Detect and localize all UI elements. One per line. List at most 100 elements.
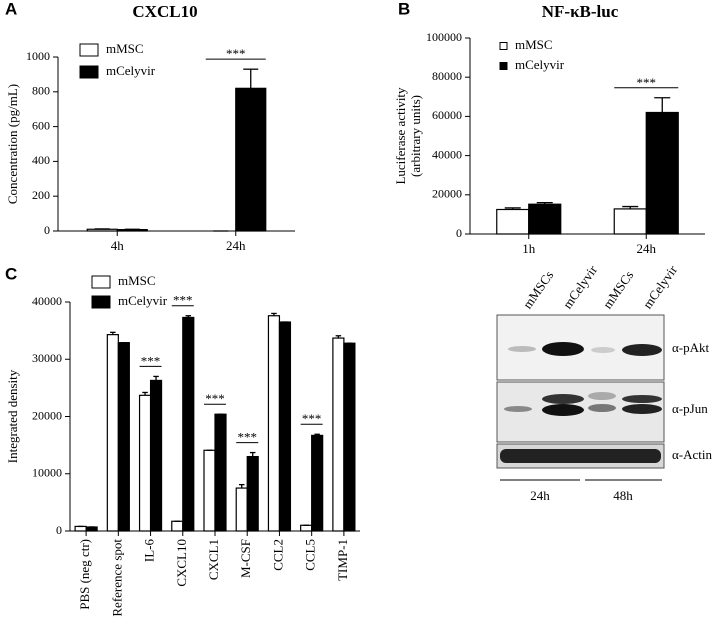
panel-letter: B	[398, 0, 410, 18]
y-tick-label: 100000	[426, 30, 462, 44]
bar	[235, 87, 267, 232]
blot-band	[588, 392, 616, 400]
y-tick-label: 20000	[432, 187, 462, 201]
blot-band	[542, 394, 584, 404]
legend-swatch	[79, 65, 99, 79]
x-tick-label: 24h	[226, 238, 246, 253]
bar	[235, 487, 248, 532]
y-tick-label: 0	[456, 226, 462, 240]
significance: ***	[205, 391, 225, 406]
y-tick-label: 80000	[432, 69, 462, 83]
y-axis-label: Integrated density	[5, 369, 20, 463]
y-tick-label: 1000	[26, 49, 50, 63]
blot-band	[622, 395, 662, 403]
y-tick-label: 60000	[432, 108, 462, 122]
legend-swatch	[91, 275, 111, 289]
y-tick-label: 600	[32, 118, 50, 132]
x-tick-label: IL-6	[142, 539, 157, 563]
panel-letter: C	[5, 264, 17, 283]
x-tick-label: CCL5	[303, 539, 318, 571]
legend-swatch	[79, 43, 99, 57]
western-blot: 24h 48h α-pAkt α-pJun α-Actin mMSCs mCel…	[496, 262, 713, 503]
y-axis-label: (arbitrary units)	[408, 95, 423, 177]
chart-title: NF-κB-luc	[542, 2, 619, 21]
y-axis-label: Concentration (pg/mL)	[5, 84, 20, 204]
bar	[117, 342, 130, 532]
legend-swatch	[91, 295, 111, 309]
blot-band	[622, 404, 662, 414]
bar	[246, 455, 259, 532]
bar	[138, 394, 152, 532]
x-tick-label: TIMP-1	[335, 539, 350, 581]
lane-label: mCelyvir	[560, 262, 601, 311]
blot-band	[622, 344, 662, 356]
bar	[171, 520, 184, 532]
x-tick-label: 1h	[522, 241, 536, 256]
lane-label: mMSCs	[600, 268, 637, 312]
legend-swatch	[499, 42, 508, 50]
bar	[278, 321, 292, 532]
bar	[613, 208, 647, 235]
bar	[106, 334, 119, 532]
legend-swatch	[499, 62, 508, 70]
band-label: α-pAkt	[672, 340, 710, 355]
lane-label: mMSCs	[520, 268, 557, 312]
bar	[267, 315, 281, 532]
x-tick-label: CCL2	[270, 539, 285, 571]
blot-band	[591, 347, 615, 353]
band-label: α-Actin	[672, 447, 713, 462]
bar	[332, 337, 345, 532]
significance: ***	[237, 430, 257, 445]
chart-title: CXCL10	[132, 2, 197, 21]
bar	[182, 316, 195, 532]
band-label: α-pJun	[672, 401, 708, 416]
lane-label: mCelyvir	[640, 262, 681, 311]
x-tick-label: Reference spot	[109, 539, 124, 617]
x-tick-label: CXCL1	[206, 539, 221, 580]
bar	[496, 208, 530, 235]
y-tick-label: 30000	[32, 351, 62, 365]
legend-label: mCelyvir	[118, 293, 168, 308]
blot-band	[508, 346, 536, 352]
y-tick-label: 10000	[32, 466, 62, 480]
bar	[300, 524, 313, 532]
bar	[203, 449, 216, 532]
y-tick-label: 0	[56, 523, 62, 537]
time-label: 24h	[530, 488, 550, 503]
y-tick-label: 200	[32, 188, 50, 202]
y-tick-label: 40000	[32, 294, 62, 308]
blot-band	[542, 404, 584, 416]
x-tick-label: PBS (neg ctr)	[77, 539, 92, 610]
y-tick-label: 40000	[432, 147, 462, 161]
significance: ***	[173, 293, 193, 308]
x-tick-label: CXCL10	[174, 539, 189, 587]
y-tick-label: 800	[32, 84, 50, 98]
bar	[74, 525, 87, 532]
legend-label: mMSC	[515, 37, 553, 52]
legend-label: mCelyvir	[106, 63, 156, 78]
legend-label: mMSC	[118, 273, 156, 288]
bar	[149, 379, 163, 532]
blot-band	[500, 449, 661, 463]
time-label: 48h	[613, 488, 633, 503]
x-tick-label: 4h	[111, 238, 125, 253]
y-tick-label: 20000	[32, 408, 62, 422]
blot-band	[588, 404, 616, 412]
bar	[645, 111, 679, 235]
legend-label: mCelyvir	[515, 57, 565, 72]
significance: ***	[141, 353, 161, 368]
blot-band	[542, 342, 584, 356]
legend-label: mMSC	[106, 41, 144, 56]
significance: ***	[637, 75, 657, 90]
bar	[214, 413, 227, 532]
y-tick-label: 0	[44, 223, 50, 237]
y-tick-label: 400	[32, 153, 50, 167]
significance: ***	[226, 46, 246, 61]
bar	[311, 434, 324, 532]
bar	[343, 342, 356, 532]
x-tick-label: 24h	[637, 241, 657, 256]
blot-band	[504, 406, 532, 412]
panel-letter: A	[5, 0, 17, 18]
significance: ***	[302, 411, 322, 426]
